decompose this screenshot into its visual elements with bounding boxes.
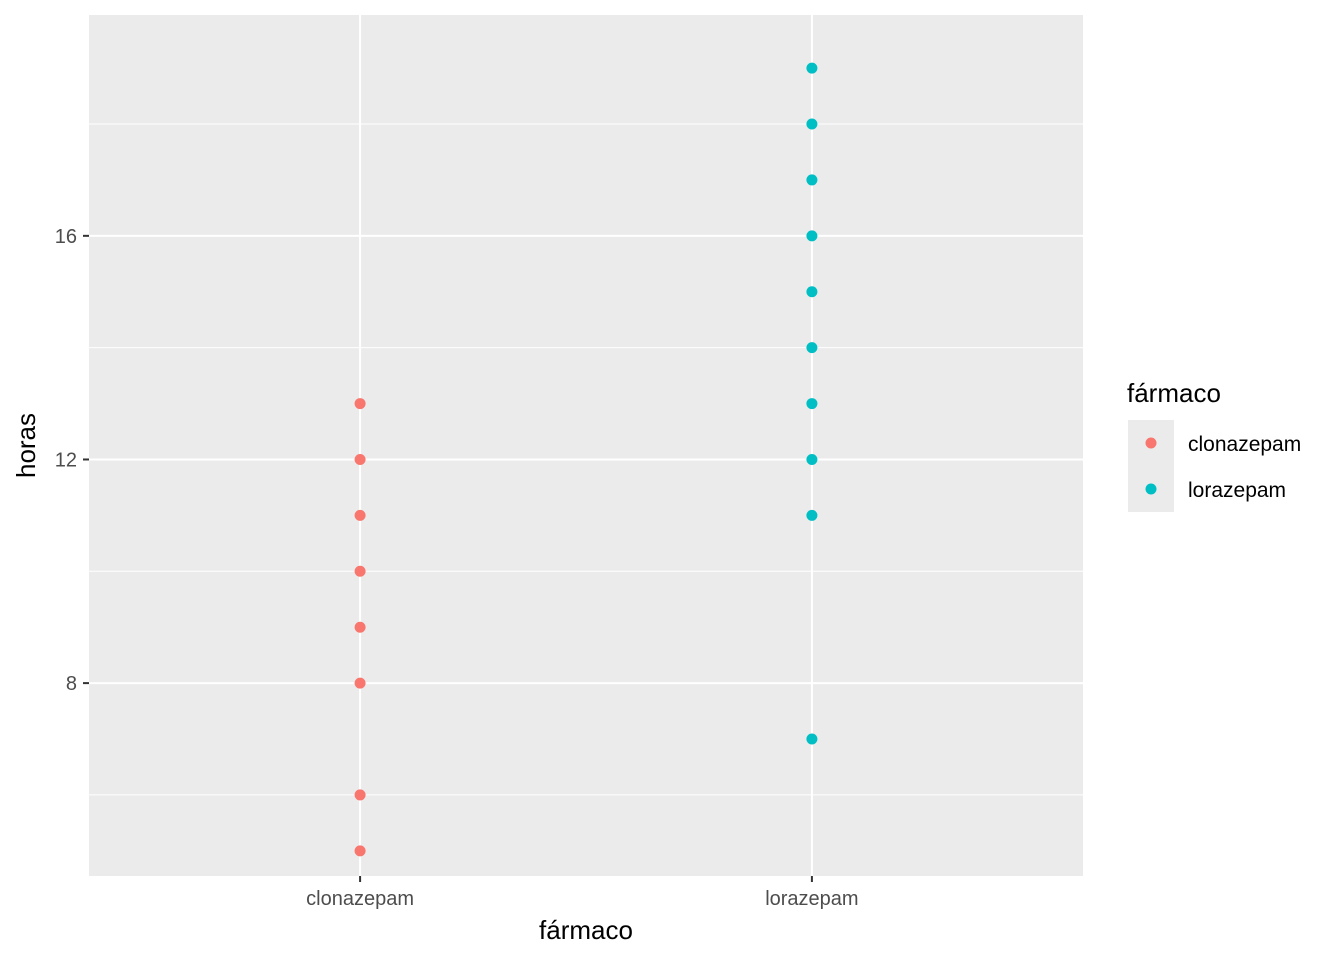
legend-items: clonazepam lorazepam bbox=[1145, 433, 1301, 502]
y-tick-label: 12 bbox=[55, 449, 77, 471]
legend-label: clonazepam bbox=[1188, 433, 1301, 456]
y-axis-title: horas bbox=[11, 413, 41, 478]
point-lorazepam bbox=[806, 230, 818, 242]
point-lorazepam bbox=[806, 509, 818, 521]
x-tick-label: lorazepam bbox=[765, 888, 858, 910]
legend-label: lorazepam bbox=[1188, 479, 1286, 502]
minor-gridlines bbox=[89, 123, 1083, 796]
point-lorazepam bbox=[806, 733, 818, 745]
y-axis: 8 12 16 bbox=[55, 226, 89, 695]
point-lorazepam bbox=[806, 453, 818, 465]
legend-keys-background bbox=[1128, 420, 1174, 512]
point-clonazepam bbox=[354, 845, 366, 857]
y-tick-label: 16 bbox=[55, 226, 77, 248]
point-clonazepam bbox=[354, 565, 366, 577]
point-lorazepam bbox=[806, 174, 818, 186]
point-lorazepam bbox=[806, 118, 818, 130]
plot-panel bbox=[89, 15, 1083, 876]
point-clonazepam bbox=[354, 453, 366, 465]
point-lorazepam bbox=[806, 62, 818, 74]
point-clonazepam bbox=[354, 621, 366, 633]
point-clonazepam bbox=[354, 509, 366, 521]
x-axis-title: fármaco bbox=[539, 915, 633, 945]
point-clonazepam bbox=[354, 398, 366, 410]
y-tick-label: 8 bbox=[66, 673, 77, 695]
point-lorazepam bbox=[806, 342, 818, 354]
major-gridlines bbox=[89, 15, 1083, 876]
point-lorazepam bbox=[806, 286, 818, 298]
point-lorazepam bbox=[806, 398, 818, 410]
x-axis: clonazepam lorazepam bbox=[306, 876, 859, 910]
legend-title: fármaco bbox=[1127, 378, 1221, 408]
point-clonazepam bbox=[354, 789, 366, 801]
legend-key-clonazepam bbox=[1145, 437, 1157, 449]
point-clonazepam bbox=[354, 677, 366, 689]
legend: fármaco clonazepam lorazepam bbox=[1127, 378, 1301, 512]
data-points bbox=[354, 62, 818, 857]
x-tick-label: clonazepam bbox=[306, 888, 414, 910]
legend-key-lorazepam bbox=[1145, 483, 1157, 495]
